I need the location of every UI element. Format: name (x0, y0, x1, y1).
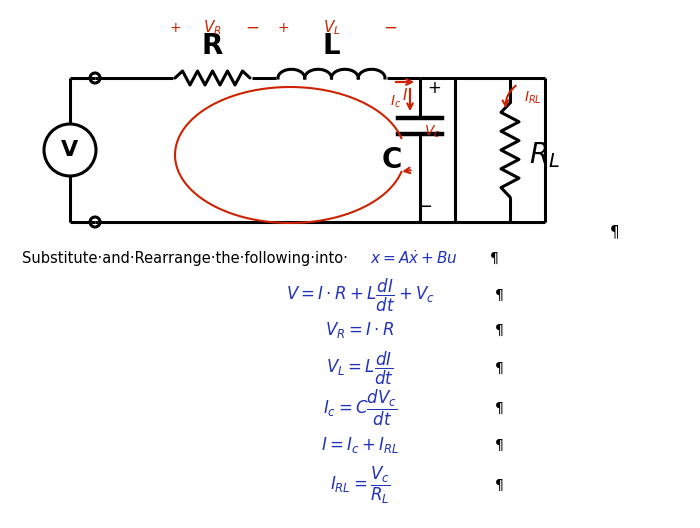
Text: $V_L$: $V_L$ (323, 18, 340, 37)
Text: +: + (169, 21, 181, 35)
Text: ¶: ¶ (495, 288, 504, 302)
Text: ¶: ¶ (610, 224, 620, 240)
Text: $I = I_c + I_{RL}$: $I = I_c + I_{RL}$ (321, 435, 399, 455)
Text: ¶: ¶ (495, 401, 504, 415)
Text: ¶: ¶ (495, 438, 504, 452)
Text: ¶: ¶ (495, 323, 504, 337)
Text: $V_R$: $V_R$ (203, 18, 222, 37)
Text: $x = A\dot{x} + Bu$: $x = A\dot{x} + Bu$ (370, 249, 458, 267)
Text: $V_c$: $V_c$ (424, 124, 441, 140)
Text: C: C (382, 146, 402, 174)
Text: $I_{RL} = \dfrac{V_c}{R_L}$: $I_{RL} = \dfrac{V_c}{R_L}$ (330, 465, 391, 506)
Text: −: − (383, 19, 397, 37)
Text: ¶: ¶ (495, 361, 504, 375)
Text: V: V (62, 140, 78, 160)
Text: $R_L$: $R_L$ (528, 140, 559, 170)
Text: I: I (402, 88, 407, 102)
Text: L: L (323, 32, 340, 60)
Text: +: + (427, 79, 441, 97)
Text: $I_c$: $I_c$ (391, 94, 402, 110)
Text: +: + (277, 21, 289, 35)
Text: −: − (245, 19, 259, 37)
Text: $V_R = I \cdot R$: $V_R = I \cdot R$ (326, 320, 395, 340)
Text: ¶: ¶ (490, 251, 499, 265)
Text: $I_c = C\dfrac{dV_c}{dt}$: $I_c = C\dfrac{dV_c}{dt}$ (323, 388, 398, 428)
Text: ¶: ¶ (495, 478, 504, 492)
Text: $V = I \cdot R + L\dfrac{dI}{dt} + V_c$: $V = I \cdot R + L\dfrac{dI}{dt} + V_c$ (286, 276, 435, 314)
Text: $V_L = L\dfrac{dI}{dt}$: $V_L = L\dfrac{dI}{dt}$ (326, 350, 394, 386)
Text: $I_{RL}$: $I_{RL}$ (524, 90, 542, 106)
Text: R: R (202, 32, 223, 60)
Text: −: − (417, 198, 433, 216)
Text: Substitute·and·Rearrange·the·following·into·: Substitute·and·Rearrange·the·following·i… (22, 250, 348, 266)
